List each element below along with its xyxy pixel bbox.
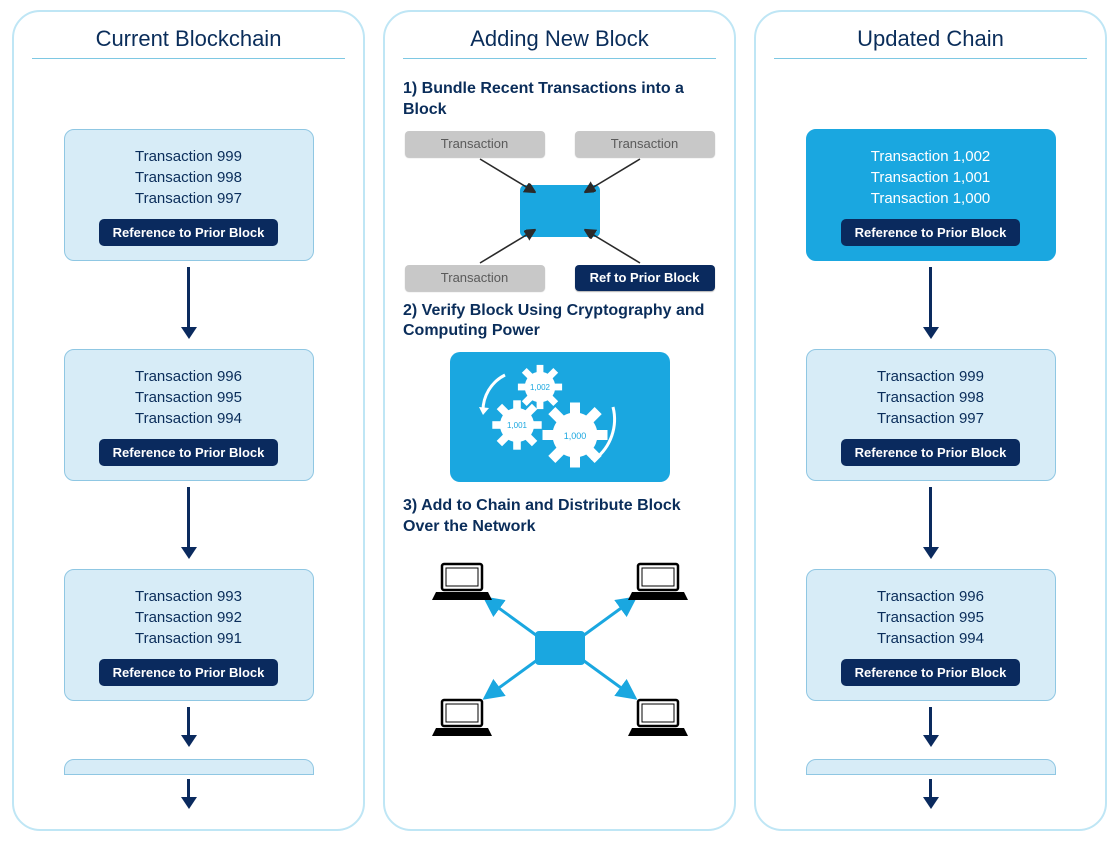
arrow-down-icon (181, 487, 197, 559)
title-rule (774, 58, 1087, 59)
block-icon (535, 631, 585, 665)
block-card: Transaction 999 Transaction 998 Transact… (64, 129, 314, 261)
arrow-down-icon (923, 267, 939, 339)
tx-line: Transaction 995 (877, 607, 984, 628)
tx-line: Transaction 999 (135, 146, 242, 167)
tx-line: Transaction 996 (877, 586, 984, 607)
title-rule (403, 58, 716, 59)
step-2-label: 2) Verify Block Using Cryptography and C… (403, 301, 716, 343)
step-3-label: 3) Add to Chain and Distribute Block Ove… (403, 496, 716, 538)
tx-line: Transaction 991 (135, 628, 242, 649)
block-card: Transaction 993 Transaction 992 Transact… (64, 569, 314, 701)
tx-line: Transaction 998 (135, 167, 242, 188)
title-rule (32, 58, 345, 59)
panel-title: Adding New Block (470, 26, 649, 52)
block-stub (806, 759, 1056, 775)
gear-label: 1,002 (529, 383, 550, 392)
tx-line: Transaction 996 (135, 366, 242, 387)
panel-adding-new-block: Adding New Block 1) Bundle Recent Transa… (383, 10, 736, 831)
tx-line: Transaction 1,000 (871, 188, 991, 209)
gears-icon: 1,002 1,001 1,000 (465, 357, 655, 477)
arrow-down-icon (181, 267, 197, 339)
ref-prior-pill: Reference to Prior Block (841, 439, 1021, 466)
converge-arrows-icon (405, 131, 715, 291)
tx-line: Transaction 1,002 (871, 146, 991, 167)
ref-prior-pill: Reference to Prior Block (841, 219, 1021, 246)
ref-prior-pill: Reference to Prior Block (99, 659, 279, 686)
block-card-new: Transaction 1,002 Transaction 1,001 Tran… (806, 129, 1056, 261)
step-1-label: 1) Bundle Recent Transactions into a Blo… (403, 79, 716, 121)
laptop-icon (626, 694, 690, 742)
network-diagram (410, 548, 710, 748)
panel-updated-chain: Updated Chain Transaction 1,002 Transact… (754, 10, 1107, 831)
ref-prior-pill: Reference to Prior Block (99, 439, 279, 466)
tx-line: Transaction 994 (135, 408, 242, 429)
block-stub (64, 759, 314, 775)
arrow-down-icon (181, 707, 197, 747)
arrow-down-icon (923, 779, 939, 809)
laptop-icon (626, 558, 690, 606)
tx-line: Transaction 995 (135, 387, 242, 408)
panel-current-blockchain: Current Blockchain Transaction 999 Trans… (12, 10, 365, 831)
tx-line: Transaction 992 (135, 607, 242, 628)
laptop-icon (430, 694, 494, 742)
ref-prior-pill: Reference to Prior Block (99, 219, 279, 246)
panel-title: Updated Chain (857, 26, 1004, 52)
verify-box: 1,002 1,001 1,000 (450, 352, 670, 482)
tx-line: Transaction 997 (877, 408, 984, 429)
tx-line: Transaction 999 (877, 366, 984, 387)
ref-prior-pill: Reference to Prior Block (841, 659, 1021, 686)
block-card: Transaction 999 Transaction 998 Transact… (806, 349, 1056, 481)
tx-line: Transaction 997 (135, 188, 242, 209)
gear-label: 1,001 (506, 421, 527, 430)
gear-label: 1,000 (563, 431, 586, 441)
tx-line: Transaction 994 (877, 628, 984, 649)
block-card: Transaction 996 Transaction 995 Transact… (806, 569, 1056, 701)
tx-line: Transaction 1,001 (871, 167, 991, 188)
panel-title: Current Blockchain (96, 26, 282, 52)
tx-line: Transaction 998 (877, 387, 984, 408)
bundle-diagram: Transaction Transaction Transaction Ref … (405, 131, 715, 291)
tx-line: Transaction 993 (135, 586, 242, 607)
laptop-icon (430, 558, 494, 606)
arrow-down-icon (923, 487, 939, 559)
arrow-down-icon (181, 779, 197, 809)
arrow-down-icon (923, 707, 939, 747)
block-card: Transaction 996 Transaction 995 Transact… (64, 349, 314, 481)
